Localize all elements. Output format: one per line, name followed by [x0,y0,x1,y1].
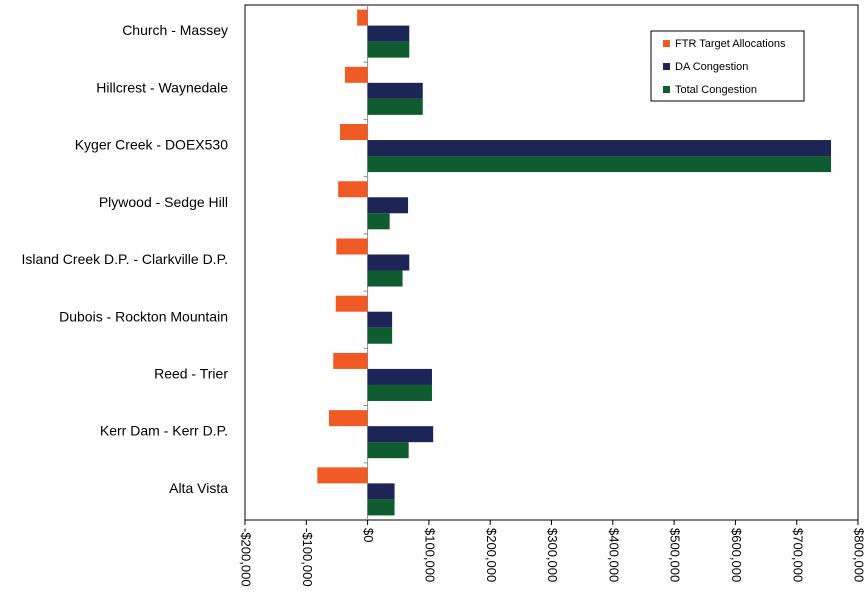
x-tick-label: $300,000 [545,528,560,582]
category-labels: Church - Massey Hillcrest - Waynedale Kyge… [22,22,229,496]
bar [367,426,434,443]
legend-box [650,30,805,102]
category-label: Kyger Creek - DOEX530 [75,137,228,153]
bar [328,410,368,427]
bar [367,82,423,99]
bar [367,254,410,271]
bar [367,311,393,328]
x-tick-label: $0 [361,528,376,542]
x-tick-label: $100,000 [422,528,437,582]
bar [336,238,368,255]
legend-label: DA Congestion [675,61,748,73]
x-axis-ticks: -$200,000 -$100,000 $0 $100,000 $200,000 $300… [239,520,866,587]
bar [367,368,432,385]
legend-swatch [663,63,670,70]
bar [367,98,423,115]
category-label: Island Creek D.P. - Clarkville D.P. [22,251,228,267]
bar [367,140,832,157]
x-tick-label: $700,000 [790,528,805,582]
bar [333,352,368,369]
x-tick-label: -$100,000 [300,528,315,587]
bar [357,9,368,26]
bar [344,66,368,83]
category-label: Reed - Trier [154,366,228,382]
x-tick-label: $400,000 [606,528,621,582]
x-tick-label: $800,000 [852,528,866,582]
bar [367,442,409,459]
legend-label: Total Congestion [675,84,757,96]
bar [367,499,395,516]
bar [367,327,393,344]
category-label: Alta Vista [169,480,228,496]
bar [338,181,368,198]
bar [317,467,368,484]
x-tick-label: $600,000 [729,528,744,582]
bar [340,124,368,141]
category-label: Hillcrest - Waynedale [96,79,228,95]
bar [367,197,409,214]
bar [367,41,410,58]
x-tick-label: -$200,000 [239,528,254,587]
bar [367,384,432,401]
category-label: Plywood - Sedge Hill [99,194,228,210]
legend: FTR Target Allocations DA Congestion Total… [650,30,805,102]
bar [367,270,403,287]
category-label: Dubois - Rockton Mountain [59,308,228,324]
x-tick-label: $200,000 [484,528,499,582]
legend-swatch [663,86,670,93]
bar [367,213,390,230]
legend-label: FTR Target Allocations [675,38,786,50]
bar [367,156,832,173]
category-label: Kerr Dam - Kerr D.P. [100,423,228,439]
bar [335,295,368,312]
legend-swatch [663,40,670,47]
bar [367,483,395,500]
x-tick-label: $500,000 [668,528,683,582]
bar [367,25,410,42]
category-label: Church - Massey [122,22,228,38]
